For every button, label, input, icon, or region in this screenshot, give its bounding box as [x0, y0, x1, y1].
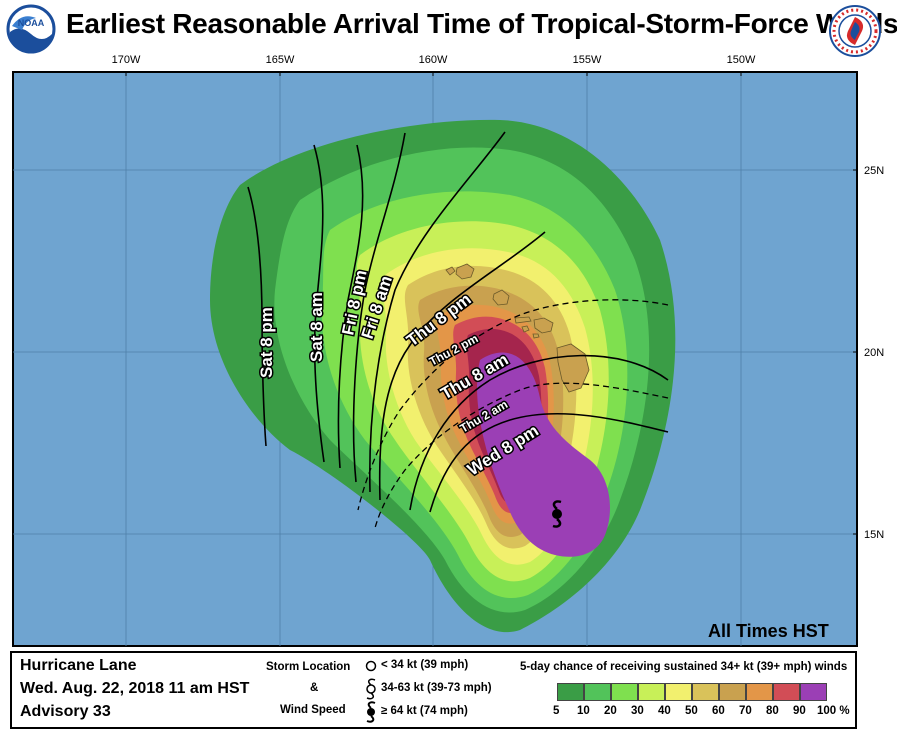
lat-label-20n: 20N: [864, 347, 884, 359]
symbol-34-63kt-icon: [366, 678, 376, 700]
label-sat-8am: Sat 8 am: [307, 292, 326, 362]
noaa-logo-text: NOAA: [18, 18, 45, 28]
lon-label-150w: 150W: [727, 54, 756, 66]
storm-advisory: Advisory 33: [20, 703, 111, 720]
contour-fri-8am: [352, 132, 406, 483]
noaa-logo: NOAA: [6, 4, 56, 54]
island-niihau: [445, 266, 456, 276]
map-title: Earliest Reasonable Arrival Time of Trop…: [66, 8, 897, 39]
wind-category-3: ≥ 64 kt (74 mph): [381, 705, 468, 717]
nws-logo: [828, 4, 882, 58]
tick-marks: [125, 72, 857, 535]
pct-label-70: 70: [739, 705, 752, 717]
pct-label-40: 40: [658, 705, 671, 717]
island-kauai: [455, 263, 475, 280]
contour-fri-8pm: [337, 144, 364, 469]
contour-thu-8pm: [368, 131, 506, 493]
contour-thu-8am: [409, 354, 669, 511]
wind-category-1: < 34 kt (39 mph): [381, 659, 469, 671]
lat-label-25n: 25N: [864, 165, 884, 177]
pct-label-100: 100 %: [817, 705, 850, 717]
pct-label-5: 5: [553, 705, 560, 717]
storm-name: Hurricane Lane: [20, 657, 137, 674]
pct-label-50: 50: [685, 705, 698, 717]
label-sat-8pm: Sat 8 pm: [257, 307, 276, 378]
storm-location-label: Storm Location: [266, 661, 351, 673]
lon-label-165w: 165W: [266, 54, 295, 66]
swatch-70-80: [746, 683, 773, 701]
arrival-contours-solid: [247, 131, 669, 513]
ampersand-label: &: [310, 682, 319, 694]
contour-thu-2pm: [357, 299, 669, 511]
wind-category-2: 34-63 kt (39-73 mph): [381, 682, 492, 694]
island-kahoolawe: [532, 333, 540, 339]
arrival-contours-dashed: [357, 299, 669, 529]
pct-label-30: 30: [631, 705, 644, 717]
wind-speed-label: Wind Speed: [280, 704, 346, 716]
symbol-lt34kt-icon: [365, 660, 377, 672]
contour-thu-2am: [374, 382, 669, 529]
storm-symbols: [365, 660, 377, 723]
swatch-20-30: [611, 683, 638, 701]
lat-label-15n: 15N: [864, 529, 884, 541]
pct-label-60: 60: [712, 705, 725, 717]
map: Sat 8 pm Sat 8 am Fri 8 pm Fri 8 am Thu …: [12, 54, 884, 647]
pct-label-90: 90: [793, 705, 806, 717]
symbol-64kt-icon: [366, 701, 376, 723]
island-oahu: [492, 289, 510, 306]
island-maui: [533, 317, 554, 334]
swatch-50-60: [692, 683, 719, 701]
swatch-90-100: [800, 683, 827, 701]
island-lanai: [521, 325, 530, 333]
contour-wed-8pm: [429, 412, 669, 513]
legend-panel: Hurricane Lane Wed. Aug. 22, 2018 11 am …: [10, 651, 857, 729]
pct-label-10: 10: [577, 705, 590, 717]
probability-legend-title: 5-day chance of receiving sustained 34+ …: [520, 661, 848, 673]
pct-label-80: 80: [766, 705, 779, 717]
swatch-40-50: [665, 683, 692, 701]
lon-label-155w: 155W: [573, 54, 602, 66]
storm-center-icon: [552, 500, 562, 528]
swatch-80-90: [773, 683, 800, 701]
swatch-10-20: [584, 683, 611, 701]
contour-sat-8pm: [247, 186, 267, 447]
prob-100pct: [477, 352, 610, 557]
contour-thu-8pm-b: [378, 231, 546, 501]
pct-label-20: 20: [604, 705, 617, 717]
lon-label-160w: 160W: [419, 54, 448, 66]
storm-date: Wed. Aug. 22, 2018 11 am HST: [20, 680, 250, 697]
swatch-60-70: [719, 683, 746, 701]
contour-sat-8am: [313, 144, 325, 463]
swatch-30-40: [638, 683, 665, 701]
all-times-label: All Times HST: [708, 621, 829, 641]
swatch-5-10: [557, 683, 584, 701]
island-molokai: [514, 316, 532, 324]
lon-label-170w: 170W: [112, 54, 141, 66]
